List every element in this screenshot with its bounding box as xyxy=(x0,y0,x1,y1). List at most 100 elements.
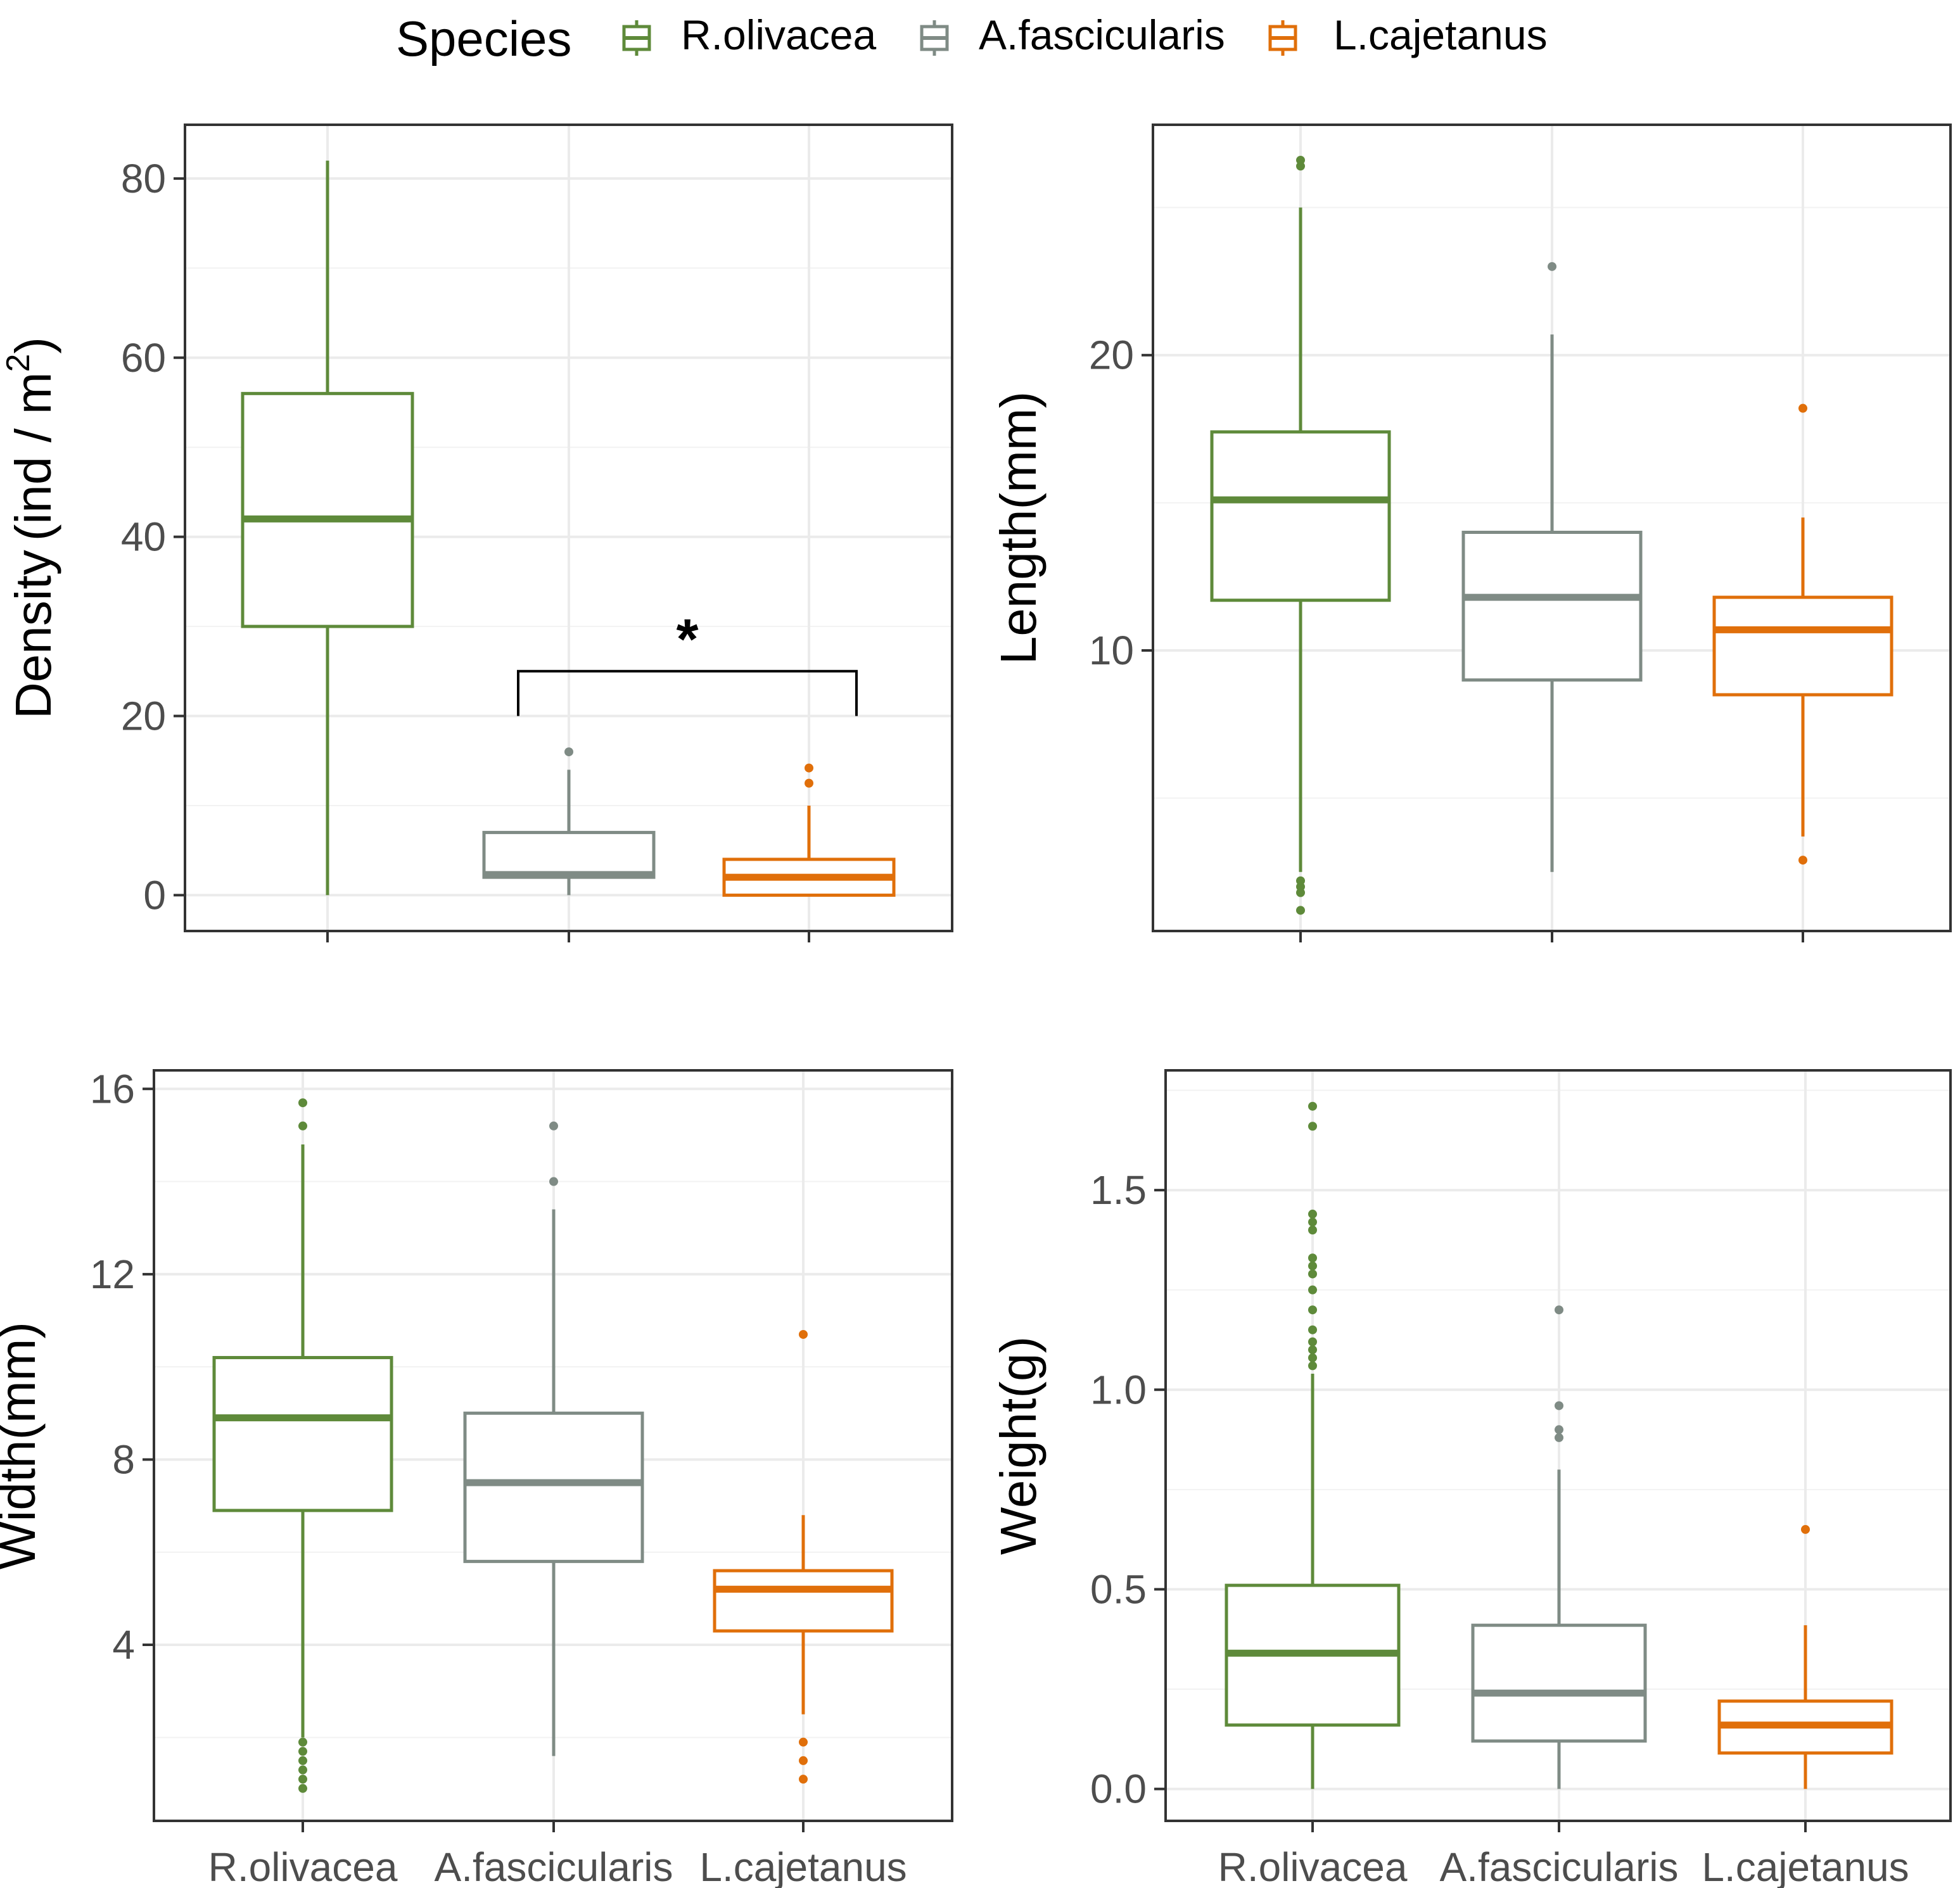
box-outlier-point xyxy=(1308,1361,1317,1371)
y-axis-title-superscript: 2 xyxy=(0,354,37,372)
box-outlier-point xyxy=(1555,1425,1563,1435)
y-tick-label: 1.5 xyxy=(1090,1167,1147,1213)
y-tick-label: 0.5 xyxy=(1090,1566,1147,1612)
y-tick-label: 40 xyxy=(121,514,166,560)
box-iqr xyxy=(1712,595,1893,697)
box-outlier-point xyxy=(298,1737,307,1747)
panels: * 0 20 40 60 80 Density (ind / m2) 10 20 Length(mm… xyxy=(0,124,1952,1888)
box-outlier-point xyxy=(1308,1269,1317,1279)
legend-key-A.fascicularis xyxy=(920,20,949,56)
box-outlier-point xyxy=(1296,155,1305,165)
box-outlier-point xyxy=(1798,403,1807,413)
box-outlier-point xyxy=(1308,1101,1317,1111)
box-outlier-point xyxy=(1801,1524,1810,1534)
y-axis-title-main: Weight(g) xyxy=(990,1336,1047,1555)
y-tick-label: 0 xyxy=(143,872,166,918)
box-outlier-point xyxy=(564,747,573,757)
box-R.olivacea xyxy=(1210,155,1391,915)
y-axis-title-main: Density xyxy=(5,550,61,719)
box-outlier-point xyxy=(1308,1285,1317,1295)
box-outlier-point xyxy=(1296,876,1305,885)
box-outlier-point xyxy=(1308,1122,1317,1131)
y-axis-title-close: ) xyxy=(5,337,61,354)
panel-1: * 0 20 40 60 80 Density (ind / m2) xyxy=(0,124,953,942)
legend: Species R.olivacea A.fascicularis L.cajeta… xyxy=(396,11,1548,67)
box-R.olivacea xyxy=(1225,1101,1401,1789)
y-axis-title: Density (ind / m2) xyxy=(0,337,61,719)
box-L.cajetanus xyxy=(1712,403,1893,865)
box-A.fascicularis xyxy=(463,1121,644,1756)
y-tick-label: 80 xyxy=(121,156,166,201)
y-tick-label: 12 xyxy=(90,1251,135,1297)
box-outlier-point xyxy=(298,1756,307,1765)
box-iqr xyxy=(1471,1623,1647,1743)
x-tick-label: L.cajetanus xyxy=(1702,1844,1909,1888)
panel-4: 0.0 0.5 1.0 1.5 R.olivacea A.fascicularis L.ca… xyxy=(990,1069,1952,1888)
box-iqr xyxy=(1461,530,1643,682)
box-outlier-point xyxy=(298,1747,307,1756)
box-iqr xyxy=(212,1356,393,1512)
box-L.cajetanus xyxy=(713,1329,894,1784)
box-outlier-point xyxy=(1308,1261,1317,1270)
y-axis-title: Length(mm) xyxy=(990,391,1047,664)
box-outlier-point xyxy=(799,1756,808,1765)
box-outlier-point xyxy=(1555,1433,1563,1442)
box-outlier-point xyxy=(1308,1305,1317,1315)
y-tick-label: 8 xyxy=(112,1436,135,1482)
box-R.olivacea xyxy=(212,1098,393,1793)
box-outlier-point xyxy=(1308,1353,1317,1362)
box-outlier-point xyxy=(298,1098,307,1108)
box-outlier-point xyxy=(298,1775,307,1784)
legend-key-R.olivacea xyxy=(622,20,651,56)
y-tick-label: 20 xyxy=(1089,333,1134,378)
box-outlier-point xyxy=(805,778,813,788)
box-L.cajetanus xyxy=(1717,1524,1893,1789)
box-iqr xyxy=(241,391,414,628)
box-iqr xyxy=(1210,430,1391,602)
panel-3: 4 8 12 16 R.olivacea A.fascicularis L.cajetanu… xyxy=(0,1066,953,1888)
y-axis-title: Weight(g) xyxy=(990,1336,1047,1555)
box-iqr xyxy=(713,1569,894,1633)
box-outlier-point xyxy=(805,763,813,773)
box-outlier-point xyxy=(1308,1345,1317,1355)
box-outlier-point xyxy=(1308,1217,1317,1227)
legend-label: L.cajetanus xyxy=(1333,11,1548,58)
box-outlier-point xyxy=(1308,1325,1317,1334)
box-outlier-point xyxy=(1296,906,1305,915)
panel-2: 10 20 Length(mm) xyxy=(990,124,1952,942)
box-outlier-point xyxy=(549,1177,558,1186)
box-outlier-point xyxy=(1798,856,1807,865)
box-outlier-point xyxy=(298,1121,307,1131)
x-tick-label: R.olivacea xyxy=(208,1844,398,1888)
box-R.olivacea xyxy=(241,160,414,896)
box-A.fascicularis xyxy=(1461,262,1643,872)
box-outlier-point xyxy=(1308,1337,1317,1346)
box-outlier-point xyxy=(1308,1253,1317,1263)
y-tick-label: 20 xyxy=(121,694,166,739)
x-tick-label: R.olivacea xyxy=(1218,1844,1408,1888)
box-iqr xyxy=(463,1411,644,1563)
box-outlier-point xyxy=(298,1765,307,1775)
box-outlier-point xyxy=(1308,1209,1317,1219)
legend-title: Species xyxy=(396,11,572,67)
y-tick-label: 16 xyxy=(90,1066,135,1112)
box-outlier-point xyxy=(298,1783,307,1793)
box-outlier-point xyxy=(1555,1305,1563,1315)
y-axis-title-main: Length(mm) xyxy=(990,391,1047,664)
box-outlier-point xyxy=(799,1775,808,1784)
box-L.cajetanus xyxy=(722,763,896,897)
box-A.fascicularis xyxy=(482,747,656,896)
box-iqr xyxy=(482,830,656,879)
significance-label: * xyxy=(676,608,698,671)
x-tick-label: L.cajetanus xyxy=(699,1844,907,1888)
box-outlier-point xyxy=(799,1329,808,1339)
y-tick-label: 10 xyxy=(1089,628,1134,673)
x-tick-label: A.fascicularis xyxy=(435,1844,673,1888)
legend-key-L.cajetanus xyxy=(1268,20,1297,56)
y-tick-label: 4 xyxy=(112,1622,135,1668)
y-axis-title-unit: (ind / m xyxy=(5,372,61,542)
box-outlier-point xyxy=(549,1121,558,1131)
legend-label: R.olivacea xyxy=(681,11,876,58)
y-axis-title: Width(mm) xyxy=(0,1322,46,1569)
